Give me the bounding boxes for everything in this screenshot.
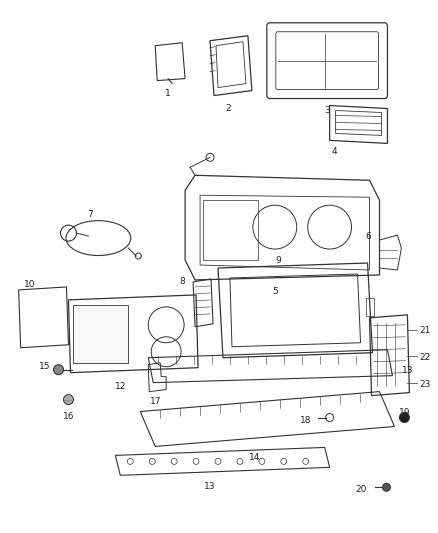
Text: 22: 22	[419, 353, 431, 362]
Text: 10: 10	[24, 280, 35, 289]
Text: 18: 18	[300, 416, 312, 424]
Text: 5: 5	[272, 287, 278, 296]
Text: 7: 7	[88, 210, 93, 219]
Circle shape	[64, 394, 74, 405]
Bar	[203, 200, 258, 260]
Text: 3: 3	[324, 106, 329, 115]
Text: 8: 8	[179, 277, 185, 286]
Text: 1: 1	[165, 88, 171, 98]
Circle shape	[53, 365, 64, 375]
Bar	[366, 298, 374, 316]
Text: 14: 14	[249, 454, 261, 463]
Text: 19: 19	[399, 408, 410, 417]
Text: 13: 13	[204, 482, 216, 491]
Text: 9: 9	[275, 256, 281, 265]
Circle shape	[382, 483, 390, 491]
Text: 12: 12	[115, 382, 126, 391]
Text: 13: 13	[403, 366, 414, 375]
Text: 17: 17	[150, 397, 162, 406]
Text: 15: 15	[39, 362, 50, 370]
Circle shape	[399, 413, 410, 423]
Text: 23: 23	[419, 379, 431, 389]
Text: 21: 21	[419, 326, 431, 335]
Text: 20: 20	[355, 486, 367, 494]
Text: 16: 16	[63, 411, 74, 421]
Text: 6: 6	[366, 232, 371, 241]
Bar	[74, 305, 128, 362]
Text: 2: 2	[225, 103, 231, 112]
Text: 4: 4	[332, 148, 337, 156]
